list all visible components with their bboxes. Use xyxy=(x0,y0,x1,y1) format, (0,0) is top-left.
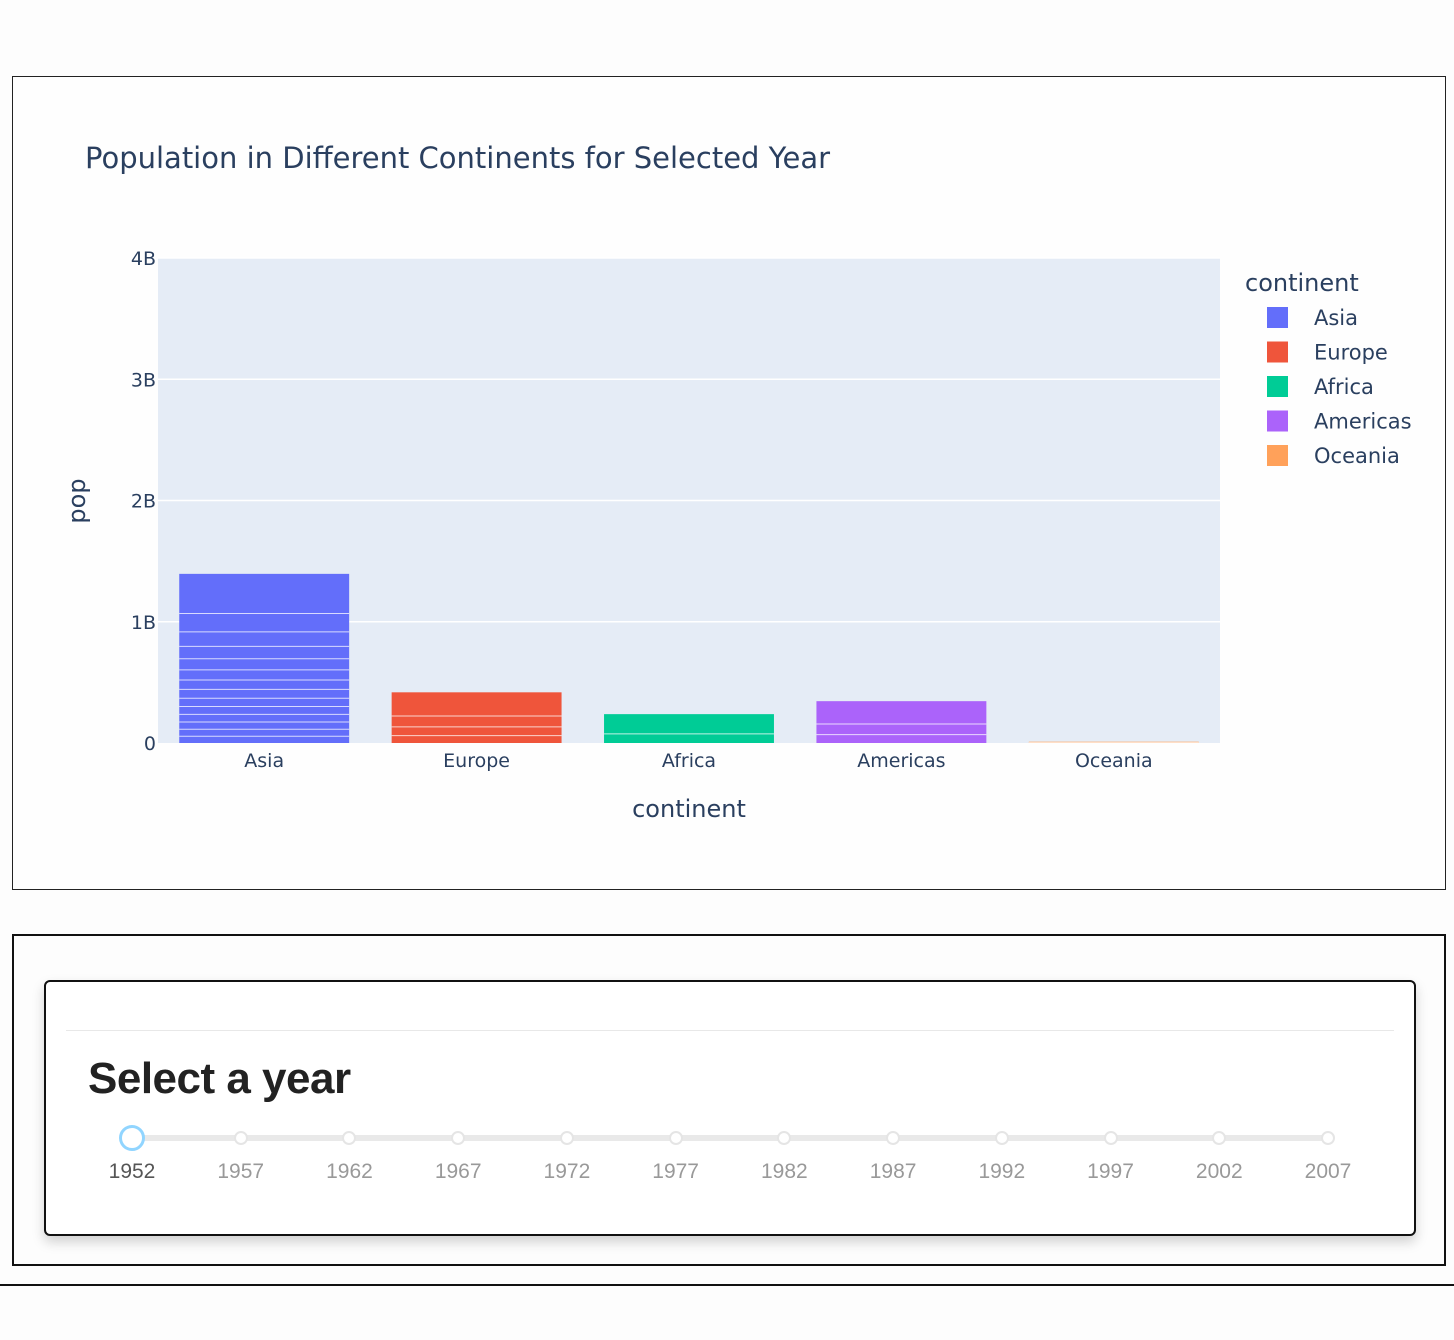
legend-item-europe[interactable]: Europe xyxy=(1314,341,1388,365)
year-slider-card: Select a year 1952 1957 1962 1967 1972 1977 19… xyxy=(44,980,1416,1236)
slider-mark-1967[interactable]: 1967 xyxy=(434,1160,482,1183)
y-tick-label: 0 xyxy=(144,733,156,755)
legend-item-africa[interactable]: Africa xyxy=(1314,375,1374,399)
legend-title: continent xyxy=(1245,269,1359,297)
slider-mark-1957[interactable]: 1957 xyxy=(217,1160,265,1183)
chart-panel: Population in Different Continents for S… xyxy=(12,76,1446,890)
slider-mark-1962[interactable]: 1962 xyxy=(326,1160,373,1183)
slider-dot[interactable] xyxy=(777,1131,792,1145)
legend-swatch-asia[interactable] xyxy=(1267,307,1288,328)
y-tick-label: 3B xyxy=(131,369,156,391)
legend-item-americas[interactable]: Americas xyxy=(1314,410,1412,434)
legend-swatch-africa[interactable] xyxy=(1267,376,1288,397)
y-tick-label: 4B xyxy=(131,248,156,270)
slider-dot[interactable] xyxy=(451,1131,466,1145)
x-tick-label: Americas xyxy=(857,750,945,772)
bar-americas[interactable] xyxy=(816,701,987,743)
slider-dot[interactable] xyxy=(1212,1131,1227,1145)
slider-rail[interactable] xyxy=(132,1135,1328,1141)
slider-mark-2002[interactable]: 2002 xyxy=(1195,1160,1243,1183)
legend-swatch-americas[interactable] xyxy=(1267,410,1288,432)
x-tick-label: Africa xyxy=(662,750,716,772)
slider-mark-1972[interactable]: 1972 xyxy=(543,1160,591,1183)
bar-africa[interactable] xyxy=(604,714,774,743)
x-tick-label: Europe xyxy=(443,750,510,772)
bar-europe[interactable] xyxy=(391,692,562,743)
x-tick-label: Asia xyxy=(244,750,284,772)
slider-dot[interactable] xyxy=(559,1131,574,1145)
slider-mark-1952[interactable]: 1952 xyxy=(108,1160,156,1183)
slider-dot[interactable] xyxy=(342,1131,357,1145)
legend-swatch-oceania[interactable] xyxy=(1267,445,1288,466)
x-axis-title: continent xyxy=(632,795,746,823)
slider-dot[interactable] xyxy=(886,1131,901,1145)
slider-container: Select a year 1952 1957 1962 1967 1972 1977 19… xyxy=(12,934,1446,1266)
y-tick-label: 2B xyxy=(131,491,156,513)
population-bar-chart: Population in Different Continents for S… xyxy=(63,141,1412,823)
slider-dot[interactable] xyxy=(668,1131,683,1145)
card-divider xyxy=(66,1030,1394,1031)
slider-dot[interactable] xyxy=(1321,1131,1335,1145)
slider-handle[interactable] xyxy=(119,1125,145,1151)
legend-item-oceania[interactable]: Oceania xyxy=(1314,444,1400,468)
slider-mark-1987[interactable]: 1987 xyxy=(869,1160,917,1183)
x-tick-label: Oceania xyxy=(1075,750,1153,772)
slider-mark-1977[interactable]: 1977 xyxy=(652,1160,699,1183)
y-tick-label: 1B xyxy=(131,612,156,634)
legend-swatch-europe[interactable] xyxy=(1267,341,1288,363)
slider-mark-2007[interactable]: 2007 xyxy=(1304,1160,1352,1183)
y-axis-title: pop xyxy=(63,478,91,523)
slider-mark-1997[interactable]: 1997 xyxy=(1087,1160,1134,1183)
slider-dot[interactable] xyxy=(1103,1131,1118,1145)
slider-dot[interactable] xyxy=(233,1131,248,1145)
legend-item-asia[interactable]: Asia xyxy=(1314,306,1358,330)
page-divider xyxy=(0,1284,1454,1286)
chart-title: Population in Different Continents for S… xyxy=(85,141,830,175)
slider-mark-1982[interactable]: 1982 xyxy=(761,1160,808,1183)
slider-title: Select a year xyxy=(88,1054,351,1103)
slider-mark-1992[interactable]: 1992 xyxy=(978,1160,1026,1183)
slider-dot[interactable] xyxy=(994,1131,1009,1145)
